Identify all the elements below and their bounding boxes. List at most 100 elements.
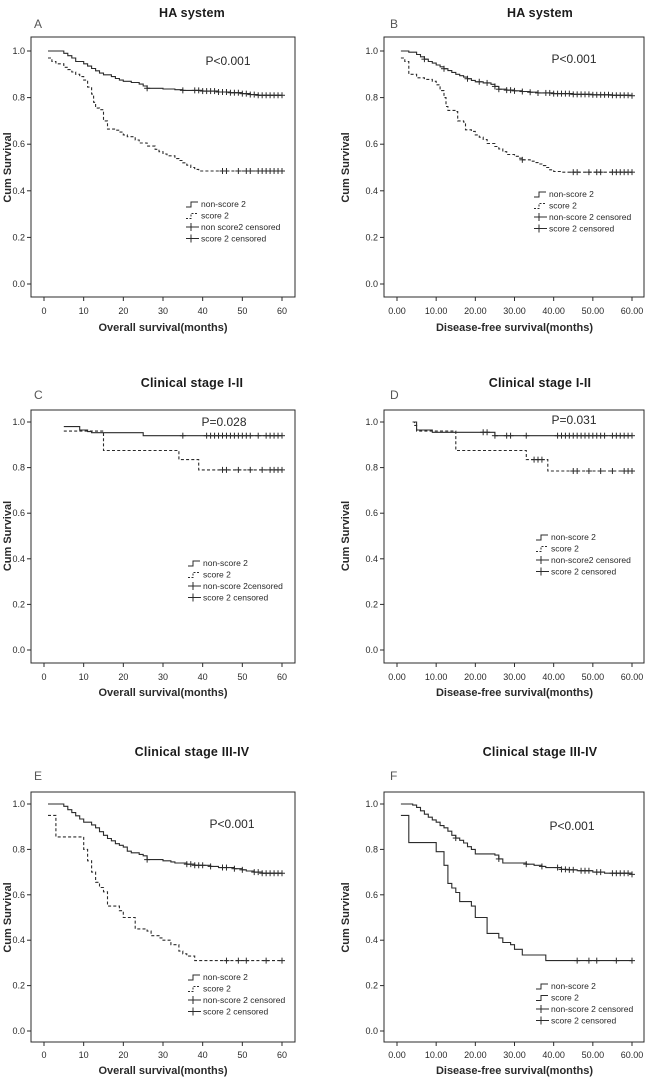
svg-text:non-score 2: non-score 2 (203, 972, 248, 982)
censor-marks-0 (144, 856, 285, 877)
p-value-annotation: P=0.031 (551, 413, 596, 427)
panel-c: Clinical stage I-II C 0.0 0.2 0.4 0.6 0.8 1.0… (0, 360, 326, 720)
svg-text:non-score 2 censored: non-score 2 censored (551, 1004, 633, 1014)
svg-text:50.00: 50.00 (582, 1050, 605, 1060)
panel-title: Clinical stage III-IV (482, 745, 598, 759)
p-value-annotation: P<0.001 (551, 52, 596, 66)
x-axis-label: Overall survival(months) (99, 1065, 228, 1077)
x-axis: 0.00 10.00 20.00 30.00 40.00 50.00 60.00 (388, 663, 643, 682)
x-axis: 0.00 10.00 20.00 30.00 40.00 50.00 60.00 (388, 1042, 643, 1060)
panel-f: Clinical stage III-IV F 0.0 0.2 0.4 0.6 0.8 1… (326, 720, 652, 1081)
km-plot-a: 0.0 0.2 0.4 0.6 0.8 1.0 0 10 20 30 40 50 60 Overall s… (2, 36, 296, 334)
svg-text:non-score 2: non-score 2 (551, 981, 596, 991)
svg-text:0.0: 0.0 (12, 279, 25, 289)
svg-text:1.0: 1.0 (12, 46, 25, 56)
svg-text:0.0: 0.0 (365, 645, 378, 655)
censor-marks-1 (219, 466, 285, 473)
svg-text:40: 40 (198, 672, 208, 682)
svg-text:0.0: 0.0 (12, 645, 25, 655)
svg-text:20: 20 (118, 672, 128, 682)
x-axis-label: Disease-free survival(months) (436, 1065, 593, 1077)
censor-marks-0 (179, 432, 285, 439)
svg-text:40.00: 40.00 (542, 672, 565, 682)
series-score-2 (63, 430, 282, 471)
svg-text:non score2 censored: non score2 censored (201, 222, 281, 232)
svg-text:40: 40 (198, 306, 208, 316)
svg-text:0.0: 0.0 (365, 1026, 378, 1036)
svg-text:60.00: 60.00 (621, 1050, 644, 1060)
x-axis: 0 10 20 30 40 50 60 (41, 297, 287, 316)
svg-text:20: 20 (118, 1050, 128, 1060)
panel-title: Clinical stage I-II (140, 376, 244, 390)
svg-text:10: 10 (79, 1050, 89, 1060)
x-axis-label: Overall survival(months) (99, 322, 228, 334)
panel-e: Clinical stage III-IV E 0.0 0.2 0.4 0.6 0.8 1… (0, 720, 326, 1081)
y-axis-label: Cum Survival (2, 501, 14, 571)
km-plot-c: 0.0 0.2 0.4 0.6 0.8 1.0 0 10 20 30 40 50 60 Overall s… (2, 409, 296, 699)
x-axis-label: Disease-free survival(months) (436, 322, 593, 334)
x-axis: 0 10 20 30 40 50 60 (41, 1042, 287, 1060)
svg-text:0.4: 0.4 (12, 554, 25, 564)
x-axis-label: Overall survival(months) (99, 687, 228, 699)
p-value-annotation: P=0.028 (201, 415, 246, 429)
svg-text:score 2: score 2 (549, 201, 577, 211)
panel-letter: F (390, 769, 398, 783)
plot-frame (30, 36, 296, 298)
svg-text:10: 10 (79, 672, 89, 682)
svg-text:0.00: 0.00 (388, 306, 406, 316)
panel-letter: E (34, 769, 43, 783)
svg-text:score 2 censored: score 2 censored (201, 234, 266, 244)
svg-text:non-score 2: non-score 2 (549, 189, 594, 199)
svg-text:60.00: 60.00 (621, 672, 644, 682)
svg-text:30: 30 (158, 1050, 168, 1060)
svg-text:score 2 censored: score 2 censored (203, 1007, 268, 1017)
panel-title: Clinical stage I-II (488, 376, 592, 390)
svg-text:0.2: 0.2 (12, 981, 25, 991)
km-plot-f: 0.0 0.2 0.4 0.6 0.8 1.0 0.00 10.00 20.00 30.00 40.… (340, 791, 645, 1077)
svg-text:50: 50 (237, 1050, 247, 1060)
svg-text:60: 60 (277, 672, 287, 682)
series-score-2 (400, 814, 632, 962)
svg-text:score 2: score 2 (551, 544, 579, 554)
panel-letter: B (390, 17, 399, 31)
svg-text:1.0: 1.0 (12, 417, 25, 427)
svg-text:non-score 2: non-score 2 (551, 532, 596, 542)
plot-frame (383, 36, 645, 298)
svg-text:50: 50 (237, 306, 247, 316)
y-axis: 0.0 0.2 0.4 0.6 0.8 1.0 (12, 417, 31, 655)
svg-text:0.8: 0.8 (12, 844, 25, 854)
svg-text:10.00: 10.00 (425, 306, 448, 316)
svg-text:30.00: 30.00 (503, 1050, 526, 1060)
p-value-annotation: P<0.001 (209, 817, 254, 831)
svg-text:20.00: 20.00 (464, 672, 487, 682)
svg-text:score 2 censored: score 2 censored (549, 224, 614, 234)
panel-letter: A (34, 17, 43, 31)
svg-text:non-score 2 censored: non-score 2 censored (203, 995, 285, 1005)
y-axis-label: Cum Survival (340, 132, 352, 202)
y-axis-label: Cum Survival (2, 132, 14, 202)
panel-title: Clinical stage III-IV (134, 745, 250, 759)
censor-marks-0 (452, 835, 635, 878)
y-axis: 0.0 0.2 0.4 0.6 0.8 1.0 (12, 46, 31, 289)
plot-frame (30, 409, 296, 664)
svg-text:0.4: 0.4 (12, 186, 25, 196)
series-score-2 (48, 57, 282, 172)
svg-text:40: 40 (198, 1050, 208, 1060)
censor-marks-0 (421, 56, 635, 99)
svg-text:0.4: 0.4 (365, 935, 378, 945)
svg-text:0.6: 0.6 (365, 139, 378, 149)
svg-text:0.2: 0.2 (365, 599, 378, 609)
svg-text:0.2: 0.2 (12, 232, 25, 242)
censor-marks-1 (223, 957, 285, 964)
svg-text:0.8: 0.8 (12, 93, 25, 103)
svg-text:0.2: 0.2 (365, 232, 378, 242)
svg-text:0.4: 0.4 (12, 935, 25, 945)
y-axis: 0.0 0.2 0.4 0.6 0.8 1.0 (365, 417, 384, 655)
svg-text:score 2: score 2 (203, 570, 231, 580)
